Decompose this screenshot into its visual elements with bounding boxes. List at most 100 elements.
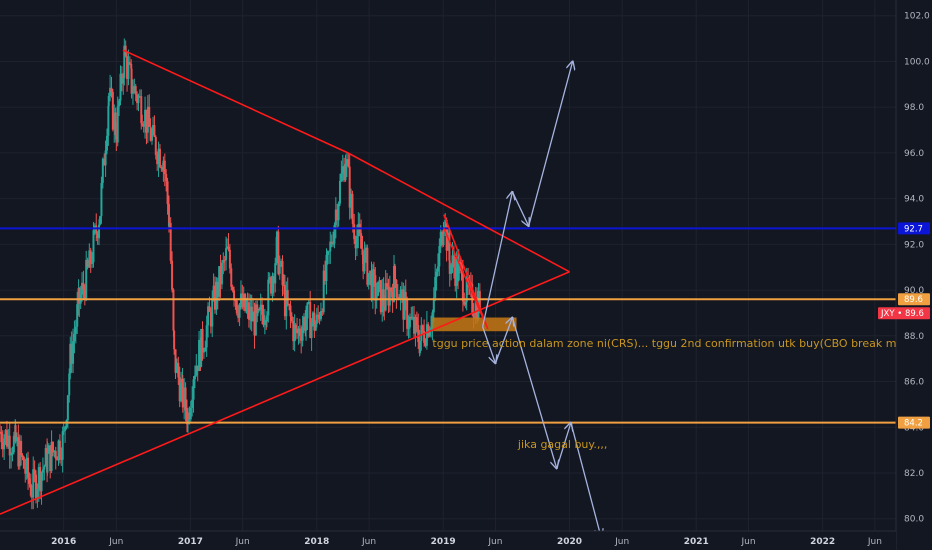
triangle-upper-trendline: [122, 49, 570, 273]
candle-body: [213, 285, 216, 310]
candle-body: [111, 91, 114, 130]
y-tick-label: 80.0: [904, 515, 924, 525]
candle-body: [267, 279, 270, 316]
x-tick-label: 2022: [810, 537, 835, 547]
candle-body: [57, 440, 60, 461]
candle-body: [414, 317, 417, 334]
candle-body: [321, 311, 324, 313]
candle-body: [298, 328, 301, 337]
x-tick-label: Jun: [867, 537, 882, 547]
candle-body: [305, 318, 308, 331]
candle-body: [254, 304, 257, 336]
level-badge-label: 89.6: [904, 295, 923, 305]
candle-body: [361, 248, 364, 255]
candle-body: [191, 399, 194, 408]
candle-body: [62, 430, 65, 432]
candle-body: [374, 275, 377, 301]
candle-body: [391, 291, 394, 302]
candle-body: [425, 324, 428, 346]
candle-body: [140, 96, 143, 124]
trend-drawings: [0, 49, 601, 537]
candle-body: [189, 407, 192, 420]
x-tick-label: Jun: [235, 537, 250, 547]
candle-body: [233, 290, 236, 300]
candle-body: [281, 260, 284, 286]
y-tick-label: 88.0: [904, 332, 924, 342]
candle-body: [256, 304, 259, 314]
candle-body: [7, 435, 10, 447]
candle-body: [311, 312, 314, 323]
annotation-text: tggu price action dalam zone ni(CRS)... …: [432, 337, 905, 350]
candle-body: [1, 442, 4, 450]
candle-body: [459, 261, 462, 265]
candle-body: [180, 382, 183, 402]
candle-body: [123, 45, 126, 79]
candle-body: [244, 293, 247, 311]
candle-body: [468, 282, 471, 288]
projection-arrow: [556, 423, 571, 469]
candle-body: [150, 133, 153, 141]
y-tick-label: 82.0: [904, 469, 924, 479]
candle-body: [207, 306, 210, 326]
candle-body: [66, 395, 69, 421]
candle-body: [306, 302, 309, 319]
price-axis-panel: [896, 0, 932, 550]
candle-body: [54, 450, 57, 459]
candle-body: [296, 328, 299, 334]
y-tick-label: 100.0: [904, 57, 930, 67]
candle-body: [314, 324, 317, 331]
candle-body: [353, 224, 356, 240]
candle-body: [441, 231, 444, 246]
level-badge-label: 92.7: [904, 224, 923, 234]
candle-body: [341, 166, 344, 174]
candle-body: [395, 279, 398, 298]
candle-body: [177, 362, 180, 378]
candle-body: [434, 277, 437, 298]
candle-body: [277, 231, 280, 274]
candle-body: [344, 164, 347, 181]
candle-body: [436, 266, 439, 272]
candle-body: [280, 260, 283, 265]
candle-body: [18, 440, 21, 467]
candle-body: [415, 317, 418, 325]
x-tick-label: 2021: [684, 537, 709, 547]
candle-body: [447, 232, 449, 251]
candle-body: [56, 458, 59, 461]
candle-body: [340, 173, 343, 181]
candle-body: [174, 349, 177, 373]
candle-body: [184, 387, 187, 411]
candle-body: [337, 203, 340, 221]
candle-body: [427, 324, 430, 337]
candle-body: [148, 106, 151, 127]
level-badge: [898, 293, 930, 306]
x-tick-label: Jun: [108, 537, 123, 547]
candle-body: [44, 448, 47, 467]
candle-body: [218, 266, 221, 297]
candle-body: [0, 432, 3, 443]
candle-body: [85, 259, 88, 299]
candle-body: [81, 282, 84, 295]
candle-body: [424, 342, 427, 346]
candle-body: [465, 276, 468, 302]
candle-body: [410, 316, 413, 319]
candle-body: [294, 324, 297, 329]
candle-body: [74, 326, 77, 334]
x-tick-label: Jun: [487, 537, 502, 547]
candle-body: [231, 286, 234, 291]
candle-body: [338, 180, 341, 204]
candle-body: [105, 135, 108, 151]
candle-body: [209, 311, 212, 327]
candle-body: [336, 209, 339, 221]
candle-body: [351, 219, 354, 225]
candle-body: [377, 281, 380, 296]
candle-body: [329, 241, 332, 252]
candle-body: [78, 287, 81, 304]
candle-body: [3, 438, 6, 450]
candle-body: [61, 431, 64, 460]
candle-body: [246, 302, 249, 307]
candle-body: [369, 270, 372, 274]
candle-body: [145, 109, 148, 133]
candle-body: [334, 209, 337, 226]
candle-body: [293, 324, 296, 342]
